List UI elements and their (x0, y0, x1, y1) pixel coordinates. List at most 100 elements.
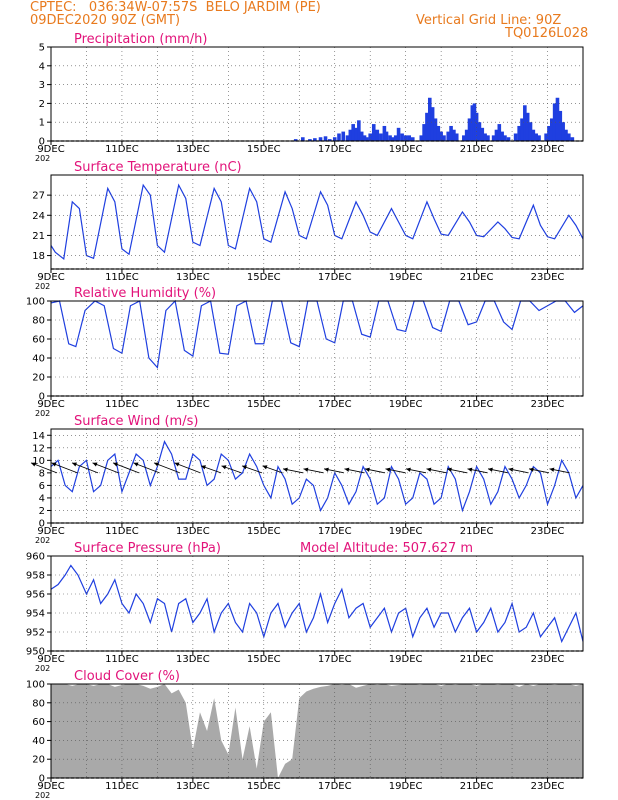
temp-ytick-label: 21 (32, 231, 45, 242)
cloud-xtick-label: 13DEC (176, 781, 210, 792)
precip-xtick-label: 17DEC (318, 144, 352, 155)
precip-bar-14 (357, 120, 361, 141)
header-datetime: 09DEC2020 90Z (GMT) (30, 13, 181, 28)
press-xtick-label: 17DEC (318, 654, 352, 665)
wind-ytick-label: 2 (39, 506, 45, 517)
precip-bar-76 (561, 122, 565, 141)
header-model-code: TQ0126L028 (505, 26, 589, 41)
wind-arrowhead-24 (529, 467, 534, 472)
precip-bar-44 (454, 133, 459, 141)
precip-bar-3 (313, 138, 317, 141)
wind-ytick-label: 4 (39, 493, 45, 504)
cloud-xtick-label: 23DEC (531, 781, 565, 792)
cloud-ytick-label: 80 (32, 698, 45, 709)
precip-ytick-label: 1 (39, 118, 45, 129)
wind-arrowhead-13 (303, 467, 309, 472)
wind-ytick-label: 12 (32, 443, 45, 454)
temp-panel: 18 21 24 27 9DEC 11DEC 13DEC 15DEC 17DEC 19DEC 21D… (32, 160, 584, 291)
wind-arrowhead-12 (283, 467, 288, 472)
wind-ytick-label: 6 (39, 481, 45, 492)
cloud-title: Cloud Cover (%) (74, 669, 180, 684)
wind-arrowhead-22 (488, 467, 493, 472)
precip-bar-73 (552, 103, 557, 141)
wind-arrowhead-4 (113, 462, 118, 467)
wind-arrowhead-1 (51, 462, 57, 467)
wind-arrowhead-6 (154, 462, 159, 467)
precip-bar-30 (407, 135, 412, 141)
cloud-ytick-label: 60 (32, 717, 45, 728)
wind-xtick-label: 21DEC (460, 526, 494, 537)
precip-bar-8 (337, 133, 341, 141)
precip-bar-10 (345, 135, 350, 141)
precip-bar-24 (388, 135, 392, 141)
precip-bar-77 (564, 129, 568, 141)
precip-bar-47 (467, 118, 472, 141)
wind-arrow-1 (51, 462, 78, 474)
press-xtick-label: 23DEC (531, 654, 565, 665)
cloud-year-stub: 202 (35, 791, 50, 800)
precip-bar-22 (382, 125, 387, 141)
precip-bar-1 (301, 137, 305, 141)
precip-bar-45 (462, 135, 466, 141)
rh-ytick-label: 100 (26, 297, 45, 308)
wind-ytick-label: 10 (32, 456, 45, 467)
rh-title: Relative Humidity (%) (74, 286, 216, 301)
precip-xtick-label: 9DEC (37, 144, 64, 155)
rh-xtick-label: 15DEC (247, 399, 281, 410)
precip-bar-79 (570, 137, 575, 141)
cloud-xtick-label: 9DEC (37, 781, 64, 792)
press-year-stub: 202 (35, 664, 50, 673)
cloud-ytick-label: 0 (39, 774, 45, 785)
wind-xtick-label: 23DEC (531, 526, 565, 537)
press-series-line (50, 564, 584, 644)
header-location: CPTEC: 036:34W-07:57S BELO JARDIM (PE) (30, 0, 321, 15)
rh-xtick-label: 21DEC (460, 399, 494, 410)
wind-arrowhead-11 (262, 465, 268, 470)
rh-ytick-label: 60 (32, 335, 45, 346)
precip-xtick-label: 15DEC (247, 144, 281, 155)
precip-year-stub: 202 (35, 154, 50, 163)
cloud-xtick-label: 15DEC (247, 781, 281, 792)
temp-frame (50, 174, 584, 270)
precip-bar-50 (474, 112, 479, 141)
precip-bar-0 (293, 139, 298, 141)
precip-bar-19 (371, 124, 376, 141)
wind-arrowhead-2 (72, 462, 77, 467)
temp-xtick-label: 21DEC (460, 272, 494, 283)
cloud-xtick-label: 17DEC (318, 781, 352, 792)
wind-xtick-label: 19DEC (389, 526, 423, 537)
cloud-xtick-label: 19DEC (389, 781, 423, 792)
precip-bar-26 (393, 135, 398, 141)
precip-bar-5 (323, 136, 328, 141)
precip-bar-70 (544, 133, 548, 141)
cloud-ytick-label: 100 (26, 680, 45, 691)
precip-bar-43 (452, 129, 456, 141)
precip-bar-69 (537, 135, 541, 141)
precip-ytick-label: 2 (39, 99, 45, 110)
precip-bar-51 (477, 122, 482, 141)
wind-arrowhead-5 (133, 462, 139, 467)
precip-bar-2 (308, 139, 312, 141)
wind-ytick-label: 14 (32, 431, 45, 442)
precip-bar-20 (375, 129, 380, 141)
wind-arrowhead-23 (508, 467, 514, 472)
precip-bar-46 (464, 129, 469, 141)
rh-year-stub: 202 (35, 409, 50, 418)
temp-ytick-label: 27 (32, 191, 45, 202)
precip-bar-65 (525, 112, 530, 141)
wind-arrowhead-15 (344, 467, 350, 472)
precip-bar-74 (555, 97, 560, 141)
rh-xtick-label: 9DEC (37, 399, 64, 410)
wind-arrowhead-17 (385, 467, 391, 472)
rh-xtick-label: 23DEC (531, 399, 565, 410)
press-xtick-label: 13DEC (176, 654, 210, 665)
rh-xtick-label: 19DEC (389, 399, 423, 410)
rh-xtick-label: 11DEC (105, 399, 139, 410)
cloud-area (51, 684, 583, 778)
wind-arrowhead-7 (174, 462, 180, 467)
temp-year-stub: 202 (35, 282, 50, 291)
wind-arrowhead-20 (447, 467, 452, 472)
precip-bar-35 (427, 97, 432, 141)
wind-arrow-6 (153, 462, 181, 474)
